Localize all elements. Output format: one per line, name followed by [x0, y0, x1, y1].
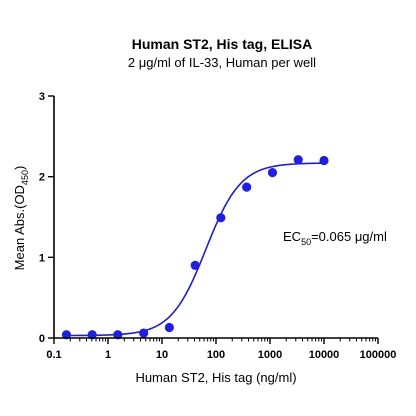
data-point: [242, 182, 252, 192]
y-axis-label-main: Mean Abs.(OD: [12, 185, 27, 270]
x-axis-ticks: 0.1 1 10 100 1000 10000 100000: [46, 338, 396, 361]
data-point: [267, 168, 278, 178]
fit-curve: [66, 162, 325, 337]
y-axis-ticks: 0 1 2 3: [39, 91, 54, 345]
data-point: [139, 328, 149, 338]
y-axis-label: Mean Abs.(OD450): [12, 166, 30, 271]
x-tick-label: 100000: [360, 349, 397, 361]
y-tick-label: 3: [39, 91, 45, 103]
x-axis-label: Human ST2, His tag (ng/ml): [135, 370, 296, 385]
data-point: [319, 155, 329, 166]
ec50-annotation: EC50=0.065 μg/ml: [283, 229, 387, 247]
y-axis-label-close: ): [12, 166, 27, 170]
ec50-sub: 50: [301, 237, 311, 247]
data-point: [293, 155, 303, 165]
data-point: [164, 322, 174, 333]
y-tick-label: 1: [39, 252, 45, 264]
data-point: [216, 213, 226, 223]
x-tick-label: 0.1: [46, 349, 61, 361]
chart-subtitle: 2 μg/ml of IL-33, Human per well: [128, 55, 316, 70]
data-point: [87, 330, 97, 340]
y-tick-label: 2: [39, 172, 45, 184]
y-tick-label: 0: [39, 333, 45, 345]
chart-title: Human ST2, His tag, ELISA: [132, 36, 312, 52]
x-tick-label: 10: [156, 349, 168, 361]
ec50-prefix: EC: [283, 229, 301, 244]
data-points-layer: [61, 155, 329, 340]
data-point: [61, 330, 72, 340]
x-tick-label: 10000: [309, 349, 340, 361]
x-tick-label: 1: [105, 349, 111, 361]
data-point: [190, 260, 200, 270]
fit-curve-layer: [66, 162, 325, 337]
x-tick-label: 100: [207, 349, 225, 361]
data-point: [113, 330, 123, 340]
y-axis-label-sub: 450: [20, 170, 30, 185]
x-tick-label: 1000: [258, 349, 282, 361]
ec50-value: =0.065 μg/ml: [311, 229, 387, 244]
